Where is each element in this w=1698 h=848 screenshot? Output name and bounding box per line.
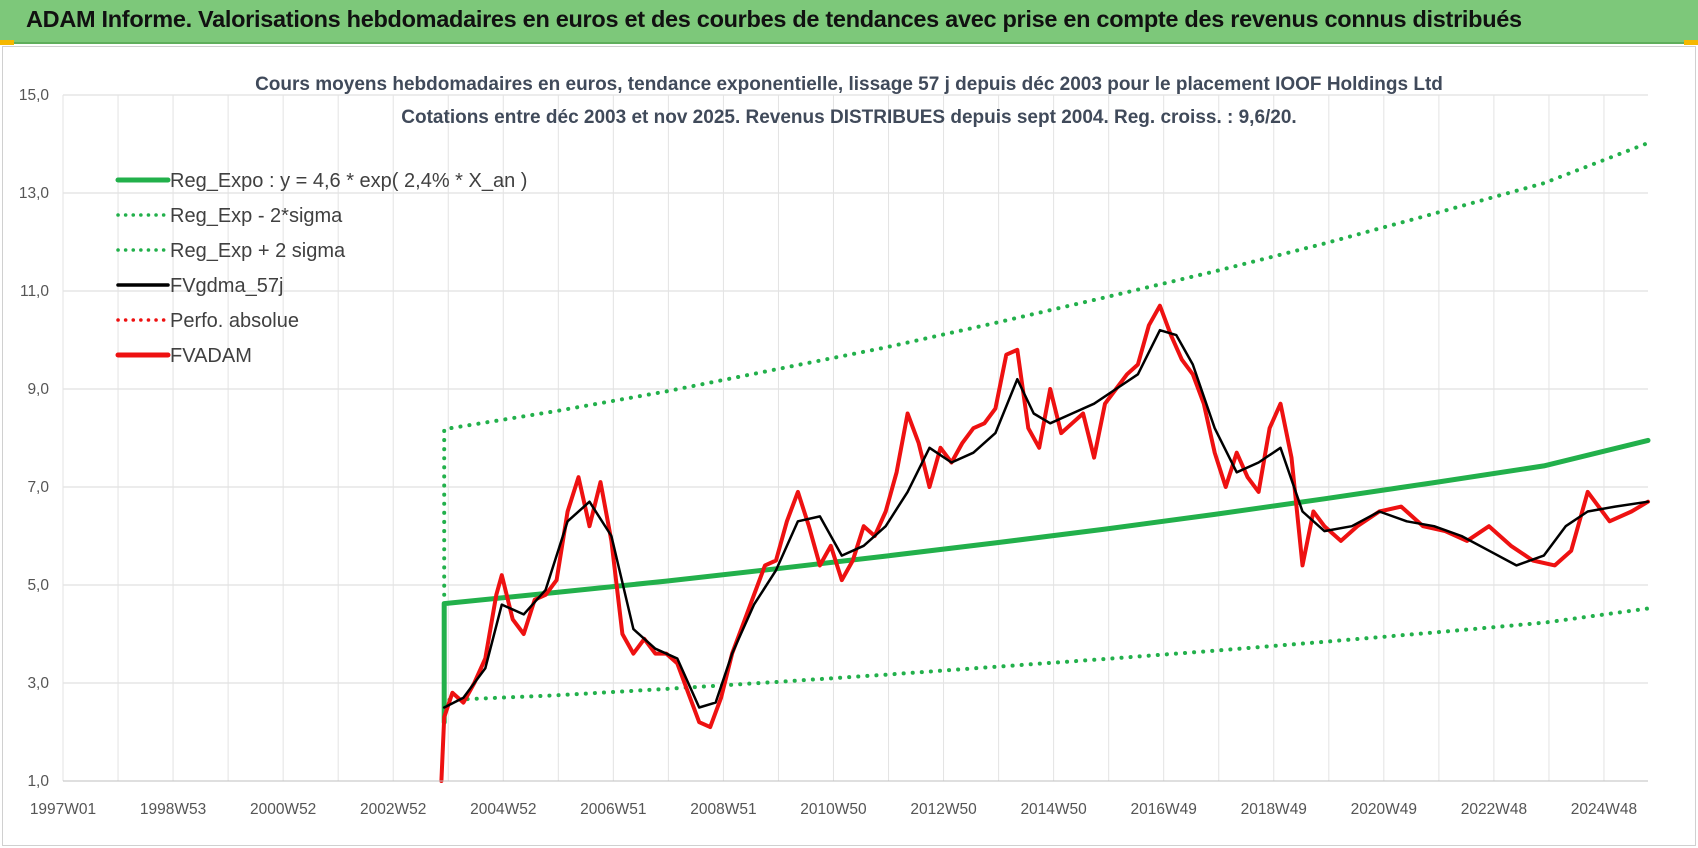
chart-subtitle: Cotations entre déc 2003 et nov 2025. Re… [401, 107, 1296, 128]
x-tick-label: 1997W01 [30, 801, 96, 818]
x-tick-label: 2002W52 [360, 801, 426, 818]
chart-frame [2, 46, 1696, 846]
y-tick-label: 9,0 [27, 381, 49, 398]
series-fvgdma-57j-line [442, 328, 1650, 709]
x-tick-label: 2008W51 [690, 801, 756, 818]
legend-item-fvgdma-57j: FVgdma_57j [116, 275, 283, 297]
legend-label: Reg_Exp + 2 sigma [170, 240, 346, 262]
series-reg-plus-2sigma-line [442, 141, 1650, 725]
report-banner: ADAM Informe. Valorisations hebdomadaire… [0, 0, 1698, 44]
legend-item-reg-minus-2sigma: Reg_Exp - 2*sigma [116, 205, 343, 227]
y-tick-label: 13,0 [19, 185, 50, 202]
legend-label: FVgdma_57j [170, 275, 283, 297]
y-tick-label: 3,0 [27, 675, 49, 692]
x-tick-label: 2024W48 [1571, 801, 1637, 818]
legend-item-perfo-absolue: Perfo. absolue [116, 310, 299, 332]
y-tick-label: 1,0 [27, 773, 49, 790]
chart-legend: Reg_Expo : y = 4,6 * exp( 2,4% * X_an ) R… [115, 170, 527, 367]
corner-marker-right [1684, 40, 1698, 45]
legend-label: Reg_Exp - 2*sigma [170, 205, 343, 227]
chart-series-layer [439, 141, 1651, 783]
y-tick-label: 11,0 [20, 283, 49, 300]
x-tick-label: 2016W49 [1131, 801, 1197, 818]
x-tick-label: 2020W49 [1351, 801, 1417, 818]
legend-item-fvadam: FVADAM [115, 345, 252, 367]
report-banner-title: ADAM Informe. Valorisations hebdomadaire… [26, 6, 1522, 32]
x-tick-label: 2004W52 [470, 801, 536, 818]
chart-axes: 1,0 3,0 5,0 7,0 9,0 11,0 13,0 15,0 1997W01 1998W5… [19, 87, 1648, 818]
legend-label: Reg_Expo : y = 4,6 * exp( 2,4% * X_an ) [170, 170, 527, 192]
x-tick-label: 2014W50 [1020, 801, 1087, 818]
x-tick-label: 2006W51 [580, 801, 646, 818]
legend-label: Perfo. absolue [170, 310, 299, 332]
y-tick-label: 7,0 [27, 479, 49, 496]
series-reg-minus-2sigma-line [442, 606, 1650, 725]
corner-marker-left [0, 40, 14, 45]
x-tick-label: 2018W49 [1241, 801, 1307, 818]
x-tick-label: 2000W52 [250, 801, 316, 818]
chart-title: Cours moyens hebdomadaires en euros, ten… [255, 74, 1443, 95]
y-tick-label: 5,0 [27, 577, 49, 594]
x-tick-label: 2012W50 [910, 801, 977, 818]
legend-label: FVADAM [170, 345, 252, 367]
legend-item-reg-expo: Reg_Expo : y = 4,6 * exp( 2,4% * X_an ) [115, 170, 527, 192]
x-tick-label: 2022W48 [1461, 801, 1527, 818]
x-tick-label: 2010W50 [800, 801, 867, 818]
y-tick-label: 15,0 [19, 87, 50, 104]
series-fvadam-line [439, 303, 1650, 783]
x-tick-label: 1998W53 [140, 801, 206, 818]
chart-grid [62, 94, 1648, 782]
series-reg-expo-line [441, 437, 1651, 725]
legend-item-reg-plus-2sigma: Reg_Exp + 2 sigma [116, 240, 346, 262]
